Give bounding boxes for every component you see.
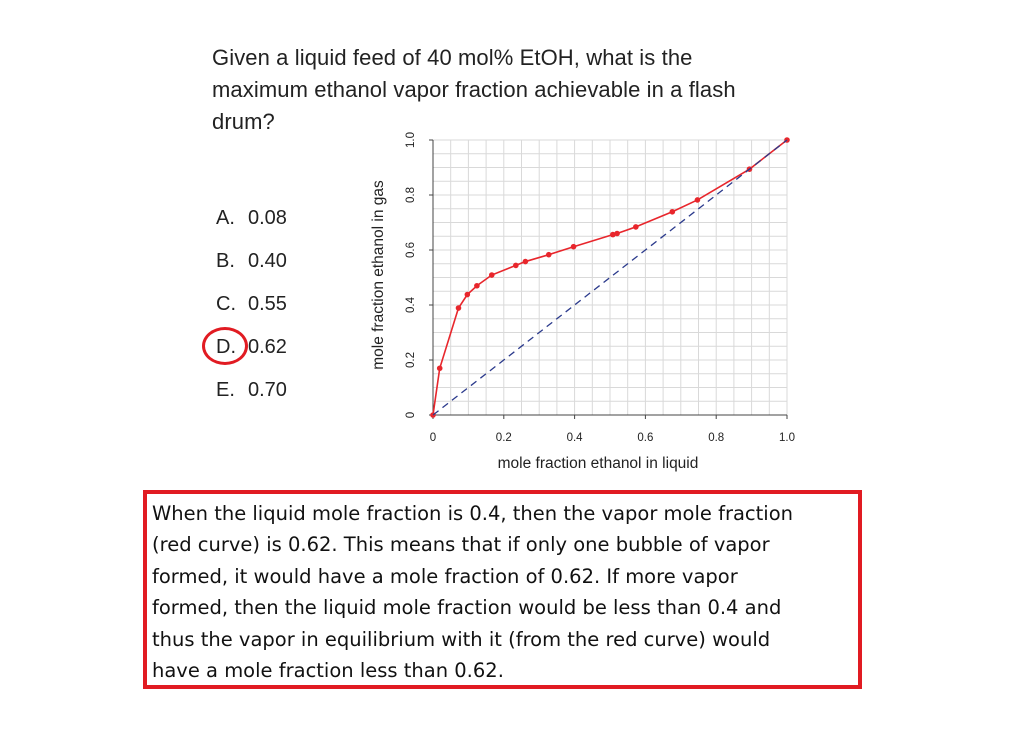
y-tick-label: 0 <box>405 412 417 418</box>
x-tick-label: 0 <box>430 432 436 444</box>
question-line: maximum ethanol vapor fraction achievabl… <box>212 77 736 102</box>
data-point <box>488 272 495 278</box>
data-point <box>436 365 443 372</box>
option-a[interactable]: A. 0.08 <box>216 204 287 232</box>
explanation-line: When the liquid mole fraction is 0.4, th… <box>152 502 794 525</box>
chart-grid <box>432 139 788 416</box>
option-value: 0.62 <box>248 336 287 358</box>
question-line: Given a liquid feed of 40 mol% EtOH, wha… <box>212 45 693 70</box>
question-line: drum? <box>212 109 275 134</box>
option-letter: A. <box>216 207 235 229</box>
data-point <box>669 208 676 215</box>
explanation-line: (red curve) is 0.62. This means that if … <box>152 533 770 557</box>
y-tick-label: 1.0 <box>405 132 417 148</box>
data-point <box>614 230 620 237</box>
data-point <box>570 243 577 250</box>
selected-answer-circle <box>202 327 248 365</box>
data-point <box>455 305 462 311</box>
explanation-box: When the liquid mole fraction is 0.4, th… <box>143 490 862 689</box>
y-axis-label: mole fraction ethanol in gas <box>370 180 387 370</box>
option-d[interactable]: D. 0.62 <box>202 327 287 365</box>
option-value: 0.08 <box>248 207 287 229</box>
y-tick-label: 0.8 <box>405 187 417 203</box>
option-c[interactable]: C. 0.55 <box>216 290 287 318</box>
y-tick-label: 0.2 <box>405 352 417 368</box>
chart-series <box>430 137 790 418</box>
x-tick-label: 0.2 <box>496 432 512 444</box>
x-tick-label: 0.6 <box>637 432 653 444</box>
data-point <box>694 197 701 203</box>
question-text: Given a liquid feed of 40 mol% EtOH, wha… <box>212 42 832 138</box>
x-tick-label: 0.4 <box>567 432 584 444</box>
vle-chart: 0 0.2 0.4 0.6 0.8 1.0 0 0.2 0.4 0.6 0.8 1.0 mole fr… <box>355 128 815 478</box>
option-letter: B. <box>216 250 235 272</box>
data-point <box>610 231 616 238</box>
y-tick-label: 0.6 <box>405 242 417 258</box>
chart-svg: 0 0.2 0.4 0.6 0.8 1.0 0 0.2 0.4 0.6 0.8 1.0 mole fr… <box>370 132 795 472</box>
option-e[interactable]: E. 0.70 <box>216 376 287 404</box>
y-tick-label: 0.4 <box>405 296 417 313</box>
explanation-line: formed, then the liquid mole fraction wo… <box>152 596 782 620</box>
explanation-line: thus the vapor in equilibrium with it (f… <box>152 627 771 651</box>
option-value: 0.40 <box>248 250 287 272</box>
x-axis-label: mole fraction ethanol in liquid <box>498 455 699 472</box>
data-point <box>545 251 552 258</box>
diagonal-reference-line <box>432 139 788 416</box>
option-b[interactable]: B. 0.40 <box>216 247 287 275</box>
x-tick-label: 0.8 <box>708 432 724 444</box>
data-point <box>633 224 639 230</box>
data-point <box>464 291 471 298</box>
chart-axes: 0 0.2 0.4 0.6 0.8 1.0 0 0.2 0.4 0.6 0.8 1.0 <box>405 132 795 444</box>
option-value: 0.70 <box>248 379 287 401</box>
data-point <box>522 258 529 265</box>
data-point <box>513 262 519 269</box>
explanation-line: have a mole fraction less than 0.62. <box>152 659 504 683</box>
option-letter: E. <box>216 379 235 401</box>
data-point <box>474 282 480 289</box>
explanation-line: formed, it would have a mole fraction of… <box>152 564 738 588</box>
x-tick-label: 1.0 <box>779 432 795 444</box>
option-letter: C. <box>216 293 236 315</box>
chart-labels: mole fraction ethanol in liquid mole fra… <box>370 180 698 472</box>
option-value: 0.55 <box>248 293 287 315</box>
